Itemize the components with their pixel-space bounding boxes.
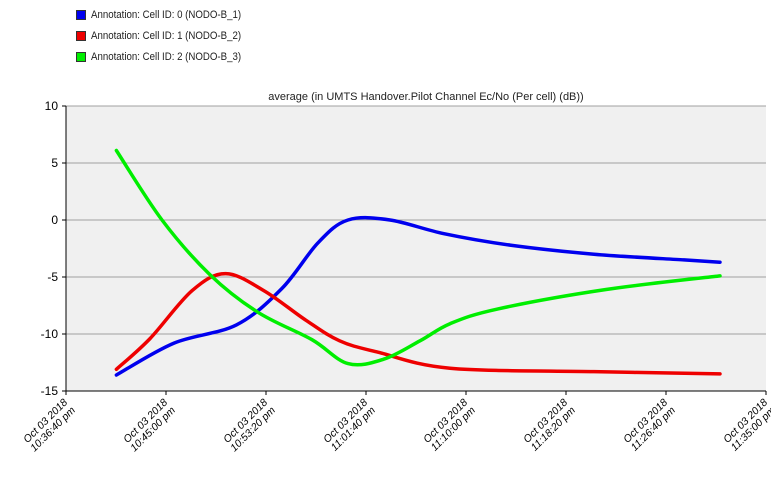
y-tick-label: 0: [51, 213, 58, 227]
plot-area: [66, 106, 766, 391]
x-tick-label: Oct 03 201810:53:20 pm: [220, 396, 278, 454]
chart-title: average (in UMTS Handover.Pilot Channel …: [268, 91, 583, 103]
x-tick-label: Oct 03 201810:45:00 pm: [120, 396, 178, 454]
series-line-cell-2: [114, 148, 722, 367]
series-line-cell-1: [114, 271, 722, 376]
x-tick-label: Oct 03 201811:26:40 pm: [621, 396, 678, 453]
legend-item-cell-1: Annotation: Cell ID: 1 (NODO-B_2): [76, 25, 262, 46]
legend-swatch-blue: [76, 9, 86, 20]
y-tick-label: 10: [45, 99, 59, 113]
y-tick-label: 5: [51, 156, 58, 170]
x-tick-label: Oct 03 201811:18:20 pm: [521, 396, 578, 453]
x-tick-label: Oct 03 201811:01:40 pm: [321, 396, 378, 453]
x-tick-label: Oct 03 201811:10:00 pm: [421, 396, 478, 453]
series-line-cell-0: [114, 215, 722, 377]
x-tick-label: Oct 03 201810:36:40 pm: [20, 396, 78, 454]
y-tick-label: -5: [47, 270, 58, 284]
chart-legend: Annotation: Cell ID: 0 (NODO-B_1) Annota…: [76, 4, 262, 67]
legend-item-cell-2: Annotation: Cell ID: 2 (NODO-B_3): [76, 46, 262, 67]
legend-swatch-green: [76, 51, 86, 62]
legend-item-cell-0: Annotation: Cell ID: 0 (NODO-B_1): [76, 4, 262, 25]
legend-label: Annotation: Cell ID: 0 (NODO-B_1): [91, 8, 242, 21]
legend-label: Annotation: Cell ID: 1 (NODO-B_2): [91, 29, 242, 42]
y-tick-label: -15: [41, 384, 59, 398]
y-tick-label: -10: [41, 327, 59, 341]
x-tick-label: Oct 03 201811:35:00 pm: [721, 396, 771, 453]
legend-swatch-red: [76, 30, 86, 41]
legend-label: Annotation: Cell ID: 2 (NODO-B_3): [91, 50, 242, 63]
